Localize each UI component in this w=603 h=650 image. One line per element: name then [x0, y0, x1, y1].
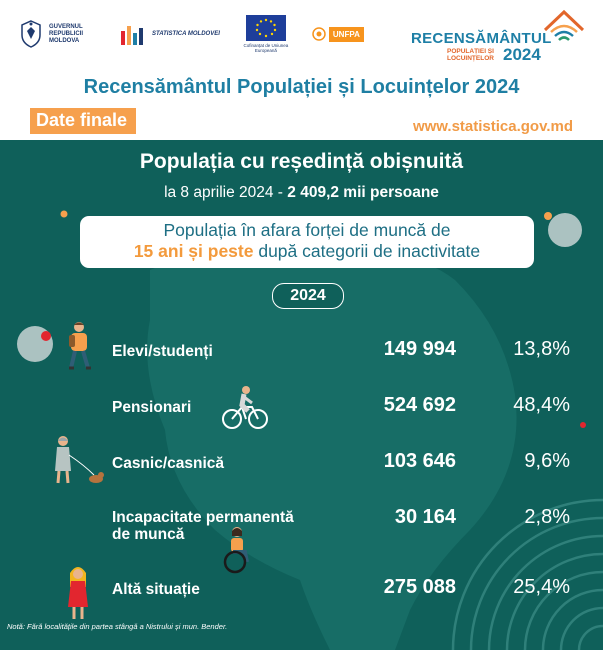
- statistica-logo-text: STATISTICA MOLDOVEI: [152, 30, 220, 37]
- census-logo-subtitle-line2: LOCUINȚELOR: [447, 55, 494, 62]
- census-logo-subtitle-line1: POPULAȚIEI ȘI: [447, 48, 494, 55]
- unfpa-logo-text: UNFPA: [328, 26, 364, 42]
- row-label-pensioners: Pensionari: [112, 399, 192, 416]
- statistica-logo: STATISTICA MOLDOVEI: [119, 23, 220, 45]
- census-logo: RECENSĂMÂNTUL POPULAȚIEI ȘI LOCUINȚELOR …: [411, 8, 589, 66]
- un-emblem-icon: [312, 27, 326, 41]
- row-value-other: 275 088: [383, 576, 456, 598]
- census-date: la 8 aprilie 2024 -: [164, 184, 288, 201]
- row-label-disability-line1: Incapacitate permanentă: [112, 509, 294, 526]
- census-logo-title: RECENSĂMÂNTUL: [411, 30, 552, 47]
- row-label-students: Elevi/studenți: [112, 343, 213, 360]
- row-percent-homemakers: 9,6%: [524, 450, 570, 472]
- category-description-line1: Populația în afara forței de muncă de: [163, 220, 451, 240]
- year-badge: 2024: [272, 283, 344, 309]
- row-value-disability: 30 164: [394, 506, 456, 528]
- row-label-disability-line2: de muncă: [112, 526, 185, 543]
- eu-flag-icon: [245, 15, 286, 41]
- moldova-crest-icon: [21, 20, 41, 48]
- homemaker-dog-walker-icon: [55, 436, 104, 484]
- population-title: Populația cu reședință obișnuită: [139, 150, 464, 173]
- category-description-box: Populația în afara forței de muncă de 15…: [80, 216, 534, 268]
- population-subtitle: la 8 aprilie 2024 - 2 409,2 mii persoane: [0, 184, 603, 202]
- category-description-line2: 15 ani și peste după categorii de inacti…: [80, 241, 534, 262]
- row-label-disability: Incapacitate permanentă de muncă: [112, 509, 294, 543]
- row-percent-disability: 2,8%: [524, 506, 570, 528]
- row-percent-other: 25,4%: [513, 576, 570, 598]
- population-total: 2 409,2 mii persoane: [287, 184, 439, 201]
- row-value-students: 149 994: [383, 338, 456, 360]
- footnote: Notă: Fără localitățile din partea stâng…: [7, 622, 228, 631]
- government-logo: GUVERNUL REPUBLICII MOLDOVA: [18, 19, 101, 49]
- other-situation-woman-icon: [68, 567, 88, 619]
- infographic-panel: Populația cu reședință obișnuită la 8 ap…: [0, 140, 603, 650]
- row-value-homemakers: 103 646: [383, 450, 456, 472]
- category-description-rest: după categorii de inactivitate: [253, 241, 481, 261]
- statistica-bars-icon: [121, 26, 143, 45]
- pensioner-cyclist-icon: [222, 386, 268, 429]
- website-link[interactable]: www.statistica.gov.md: [412, 118, 573, 135]
- wheelchair-user-icon: [223, 527, 249, 574]
- row-percent-students: 13,8%: [513, 338, 570, 360]
- final-data-tag: Date finale: [30, 108, 137, 134]
- partner-logos: GUVERNUL REPUBLICII MOLDOVA STATISTICA M…: [18, 12, 364, 56]
- unfpa-logo: UNFPA: [312, 26, 364, 42]
- header: GUVERNUL REPUBLICII MOLDOVA STATISTICA M…: [0, 0, 603, 140]
- eu-logo-text: Cofinanțat de Uniunea Europeană: [243, 43, 289, 53]
- moldova-map-background: [17, 210, 603, 650]
- census-logo-year: 2024: [503, 45, 541, 64]
- row-percent-pensioners: 48,4%: [513, 394, 570, 416]
- row-label-other: Altă situație: [112, 581, 200, 598]
- row-value-pensioners: 524 692: [383, 394, 456, 416]
- row-label-homemakers: Casnic/casnică: [112, 455, 225, 472]
- eu-logo: Cofinanțat de Uniunea Europeană: [238, 15, 294, 53]
- page-title: Recensământul Populației și Locuințelor …: [83, 76, 520, 98]
- census-logo-subtitle: POPULAȚIEI ȘI LOCUINȚELOR: [447, 48, 494, 62]
- student-figure-icon: [69, 322, 91, 370]
- age-highlight: 15 ani și peste: [133, 241, 254, 261]
- census-house-icon: [543, 9, 585, 41]
- government-logo-text: GUVERNUL REPUBLICII MOLDOVA: [49, 23, 84, 44]
